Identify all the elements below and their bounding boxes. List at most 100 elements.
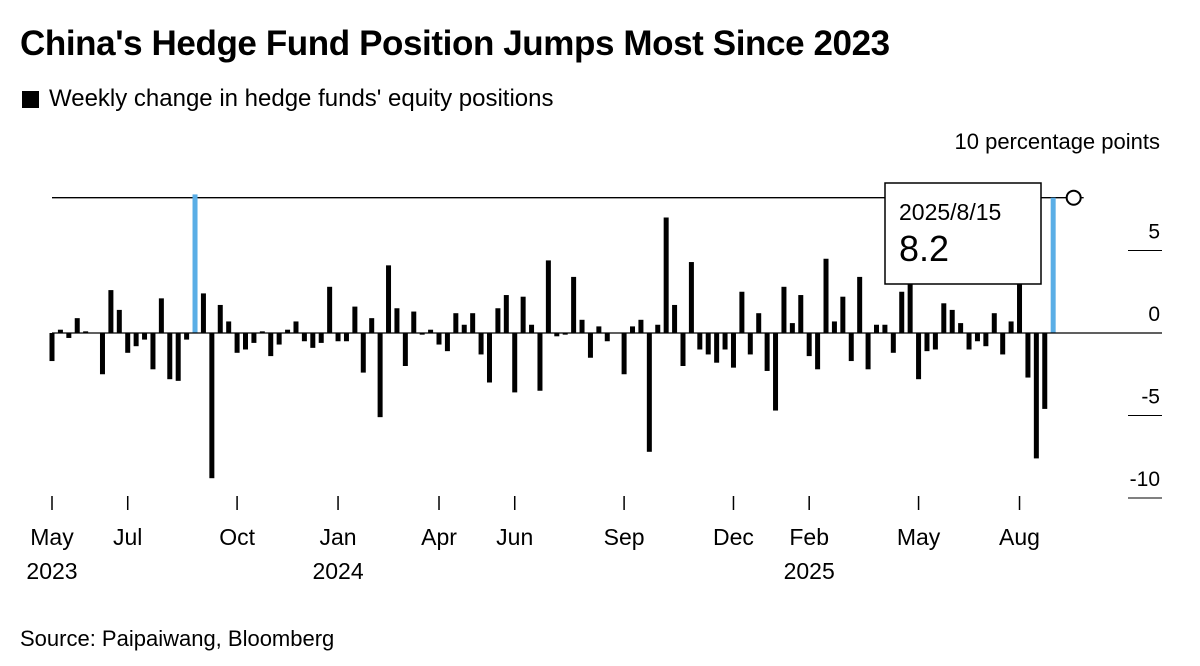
y-axis-title: 10 percentage points — [955, 129, 1161, 154]
bar — [259, 331, 265, 333]
bar — [377, 333, 383, 418]
bar — [453, 313, 459, 333]
bar — [916, 333, 922, 380]
bar — [983, 333, 989, 347]
bar — [512, 333, 518, 393]
x-tick-label: Jul — [113, 524, 142, 550]
bar — [579, 319, 585, 333]
legend-label: Weekly change in hedge funds' equity pos… — [49, 85, 554, 112]
bar — [1000, 333, 1006, 355]
bar — [293, 321, 299, 333]
bar — [217, 304, 223, 333]
bar — [630, 326, 636, 333]
bar — [243, 333, 249, 350]
bar — [116, 309, 122, 333]
bar — [394, 308, 400, 333]
x-tick-label: Feb — [789, 524, 829, 550]
bar — [646, 333, 652, 452]
bar — [428, 329, 434, 333]
bar — [318, 333, 324, 343]
bar — [571, 276, 577, 333]
y-tick-label: -5 — [1141, 386, 1160, 409]
legend: Weekly change in hedge funds' equity pos… — [22, 85, 553, 113]
bar — [1042, 333, 1048, 409]
chart-title: China's Hedge Fund Position Jumps Most S… — [20, 24, 890, 63]
bar — [1033, 333, 1039, 459]
y-tick-label: -10 — [1130, 468, 1160, 491]
bar — [74, 318, 80, 333]
bar-highlight — [1050, 197, 1056, 333]
x-tick-label: May — [897, 524, 941, 550]
bar — [672, 304, 678, 333]
bar — [857, 276, 863, 333]
bar — [175, 333, 181, 381]
bar — [369, 318, 375, 333]
x-tick-label: Oct — [219, 524, 255, 550]
bar — [949, 309, 955, 333]
bar — [781, 286, 787, 333]
bar — [958, 323, 964, 333]
bar — [200, 293, 206, 333]
x-tick-year: 2023 — [26, 558, 77, 584]
bar — [941, 303, 947, 333]
bar — [461, 324, 467, 333]
bar — [587, 333, 593, 358]
bar — [335, 333, 341, 342]
y-tick-label: 5 — [1148, 221, 1160, 244]
bar — [882, 324, 888, 333]
bar — [705, 333, 711, 355]
bar — [234, 333, 240, 353]
bar — [663, 217, 669, 333]
x-tick-label: Jun — [496, 524, 533, 550]
bar — [57, 329, 63, 333]
bar — [1017, 258, 1023, 333]
bar — [865, 333, 871, 370]
bar — [486, 333, 492, 383]
bar — [747, 333, 753, 355]
bar — [773, 333, 779, 411]
bar — [343, 333, 349, 342]
bar — [798, 295, 804, 333]
bar — [529, 324, 535, 333]
x-tick-year: 2025 — [784, 558, 835, 584]
bar — [873, 324, 879, 333]
bar — [49, 333, 55, 362]
bar — [285, 329, 291, 333]
bar — [722, 333, 728, 350]
bar — [714, 333, 720, 363]
bar — [503, 295, 509, 333]
bar — [621, 333, 627, 375]
bar — [268, 333, 274, 357]
bar — [924, 333, 930, 352]
bar — [815, 333, 821, 370]
bar — [789, 323, 795, 333]
bar — [478, 333, 484, 355]
annotation-value: 8.2 — [899, 228, 949, 269]
bar — [730, 333, 736, 368]
bar — [158, 298, 164, 333]
bar — [840, 296, 846, 333]
bar — [1025, 333, 1031, 378]
bar — [966, 333, 972, 350]
bar — [125, 333, 131, 353]
bar — [209, 333, 215, 479]
bar — [184, 333, 190, 340]
bar — [419, 333, 425, 335]
bar — [680, 333, 686, 366]
bar — [1008, 321, 1014, 333]
bar — [66, 333, 72, 338]
bar — [848, 333, 854, 362]
bar — [470, 313, 476, 333]
bar — [310, 333, 316, 348]
bar — [83, 331, 89, 333]
bar — [899, 291, 905, 333]
bar — [251, 333, 257, 343]
bar — [562, 333, 568, 335]
x-tick-label: May — [30, 524, 74, 550]
bar — [739, 291, 745, 333]
bar — [436, 333, 442, 345]
bar — [352, 306, 358, 333]
bar — [520, 296, 526, 333]
bar — [276, 333, 282, 345]
